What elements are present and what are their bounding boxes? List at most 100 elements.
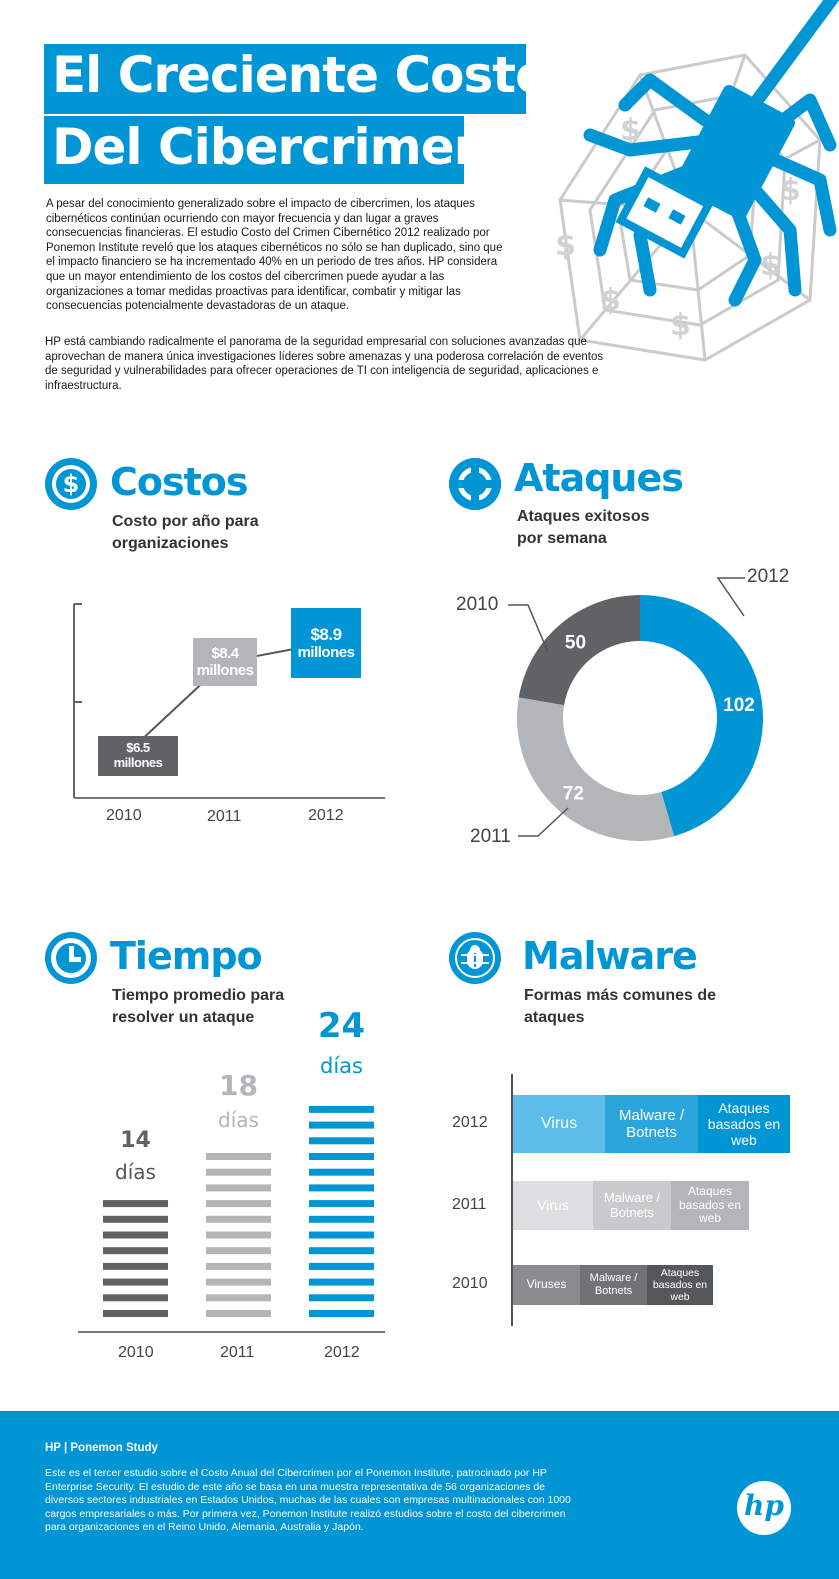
donut-slice-2010 [518,595,640,706]
malware-segment-2012-1: Virus [513,1095,605,1153]
tiempo-value-2010: 14 [120,1128,151,1154]
tiempo-year-2012: 2012 [324,1344,360,1361]
tiempo-year-2011: 2011 [220,1344,255,1361]
tiempo-bar-stripe-2012 [309,1168,374,1176]
tiempo-bar-stripe-2010 [103,1278,168,1286]
svg-text:$: $ [670,308,691,343]
tiempo-year-2010: 2010 [118,1344,154,1361]
tiempo-bar-stripe-2011 [206,1184,271,1192]
ataques-year-2010: 2010 [456,594,499,615]
footer-heading: HP | Ponemon Study [45,1442,158,1454]
svg-text:$: $ [780,173,801,208]
costos-subtitle: Costo por año para organizaciones [112,513,259,552]
tiempo-unit-2012: días [320,1053,363,1078]
costos-year-2010: 2010 [106,807,142,824]
costos-unit: millones [113,755,163,770]
tiempo-bar-stripe-2012 [309,1262,374,1270]
tiempo-bar-stripe-2010 [103,1247,168,1255]
tiempo-bar-stripe-2012 [309,1121,374,1129]
tiempo-bar-stripe-2010 [103,1200,168,1208]
tiempo-bar-stripe-2012 [309,1231,374,1239]
tiempo-bar-stripe-2012 [309,1105,374,1113]
malware-segment-2010-3: Ataques basados en web [647,1265,713,1305]
costos-amount: $6.5 [126,740,150,756]
costos-unit: millones [196,662,254,679]
tiempo-bar-stripe-2011 [206,1247,271,1255]
tiempo-unit-2011: días [218,1108,259,1132]
tiempo-bar-stripe-2011 [206,1168,271,1176]
ataques-donut-chart: 102 72 50 [508,577,763,841]
malware-year-2011: 2011 [452,1195,487,1213]
costos-box-2011: $8.4 millones [193,638,257,686]
tiempo-bar-stripe-2012 [309,1153,374,1160]
title-line-2: Del Cibercrimen! [44,116,511,184]
tiempo-bar-stripe-2011 [206,1262,271,1270]
ataques-year-2012: 2012 [747,566,790,587]
svg-text:$: $ [555,228,576,263]
tiempo-bar-stripe-2010 [103,1262,168,1270]
tiempo-bar-stripe-2011 [206,1231,271,1239]
malware-segment-2011-2: Malware / Botnets [593,1181,671,1230]
donut-slice-2012 [640,595,763,837]
intro-paragraph-1: A pesar del conocimiento generalizado so… [46,198,503,313]
svg-text:$: $ [620,113,641,148]
tiempo-bar-stripe-2012 [309,1184,374,1192]
malware-year-2010: 2010 [452,1275,488,1292]
costos-amount: $8.9 [310,624,342,644]
tiempo-bar-stripe-2012 [309,1294,374,1302]
ataques-title: Ataques [514,456,684,500]
footer: HP | Ponemon Study Este es el tercer est… [0,1411,839,1579]
tiempo-bar-stripe-2012 [309,1247,374,1255]
malware-subtitle: Formas más comunes de ataques [524,987,717,1026]
footer-text: Este es el tercer estudio sobre el Costo… [45,1467,571,1534]
costos-year-2012: 2012 [308,807,344,824]
tiempo-bar-stripe-2011 [206,1153,271,1160]
intro-paragraph-2: HP está cambiando radicalmente el panora… [45,336,604,392]
donut-value-2010: 50 [565,633,586,654]
tiempo-bar-stripe-2011 [206,1200,271,1208]
donut-value-2012: 102 [723,695,755,716]
malware-segment-2011-1: Virus [513,1181,593,1230]
tiempo-bar-chart [78,1105,385,1333]
tiempo-bar-stripe-2011 [206,1215,271,1223]
clock-icon [45,932,97,984]
costos-title: Costos [110,460,249,504]
malware-segment-2012-2: Malware / Botnets [605,1095,698,1153]
dollar-icon: $ [45,458,97,510]
costos-box-2012: $8.9 millones [291,608,361,678]
tiempo-bar-stripe-2012 [309,1278,374,1286]
title-line-1: El Creciente Costo [44,44,550,114]
costos-year-2011: 2011 [207,808,242,825]
costos-unit: millones [297,644,355,662]
ataques-year-2011: 2011 [470,826,511,847]
tiempo-bar-stripe-2011 [206,1294,271,1302]
malware-segment-2012-3: Ataques basados en web [698,1095,790,1153]
costos-box-2010: $6.5 millones [98,736,178,776]
malware-segment-2010-1: Viruses [513,1265,580,1305]
tiempo-bar-stripe-2010 [103,1294,168,1302]
svg-text:$: $ [600,283,621,318]
malware-segment-2010-2: Malware / Botnets [580,1265,647,1305]
tiempo-value-2012: 24 [317,1005,366,1046]
tiempo-title: Tiempo [110,934,263,978]
tiempo-bar-stripe-2012 [309,1137,374,1145]
tiempo-bar-stripe-2010 [103,1310,168,1317]
bug-icon [449,932,501,984]
tiempo-subtitle: Tiempo promedio para resolver un ataque [112,987,285,1026]
tiempo-bar-stripe-2012 [309,1310,374,1317]
tiempo-unit-2010: días [115,1160,156,1185]
costos-amount: $8.4 [211,644,239,662]
malware-year-2012: 2012 [452,1114,488,1131]
tiempo-value-2011: 18 [219,1069,258,1102]
tiempo-bar-stripe-2011 [206,1278,271,1286]
donut-value-2011: 72 [563,784,584,805]
malware-title: Malware [522,934,698,978]
donut-slice-2011 [517,697,675,841]
hp-logo: hp [737,1481,791,1535]
malware-segment-2011-3: Ataques basados en web [671,1181,749,1230]
ataques-subtitle: Ataques exitosos por semana [517,508,650,547]
spider-usb-illustration: $ $ $ $ $ $ [555,0,839,362]
malware-axis [511,1074,513,1326]
tiempo-bar-stripe-2010 [103,1231,168,1239]
tiempo-bar-stripe-2012 [309,1215,374,1223]
